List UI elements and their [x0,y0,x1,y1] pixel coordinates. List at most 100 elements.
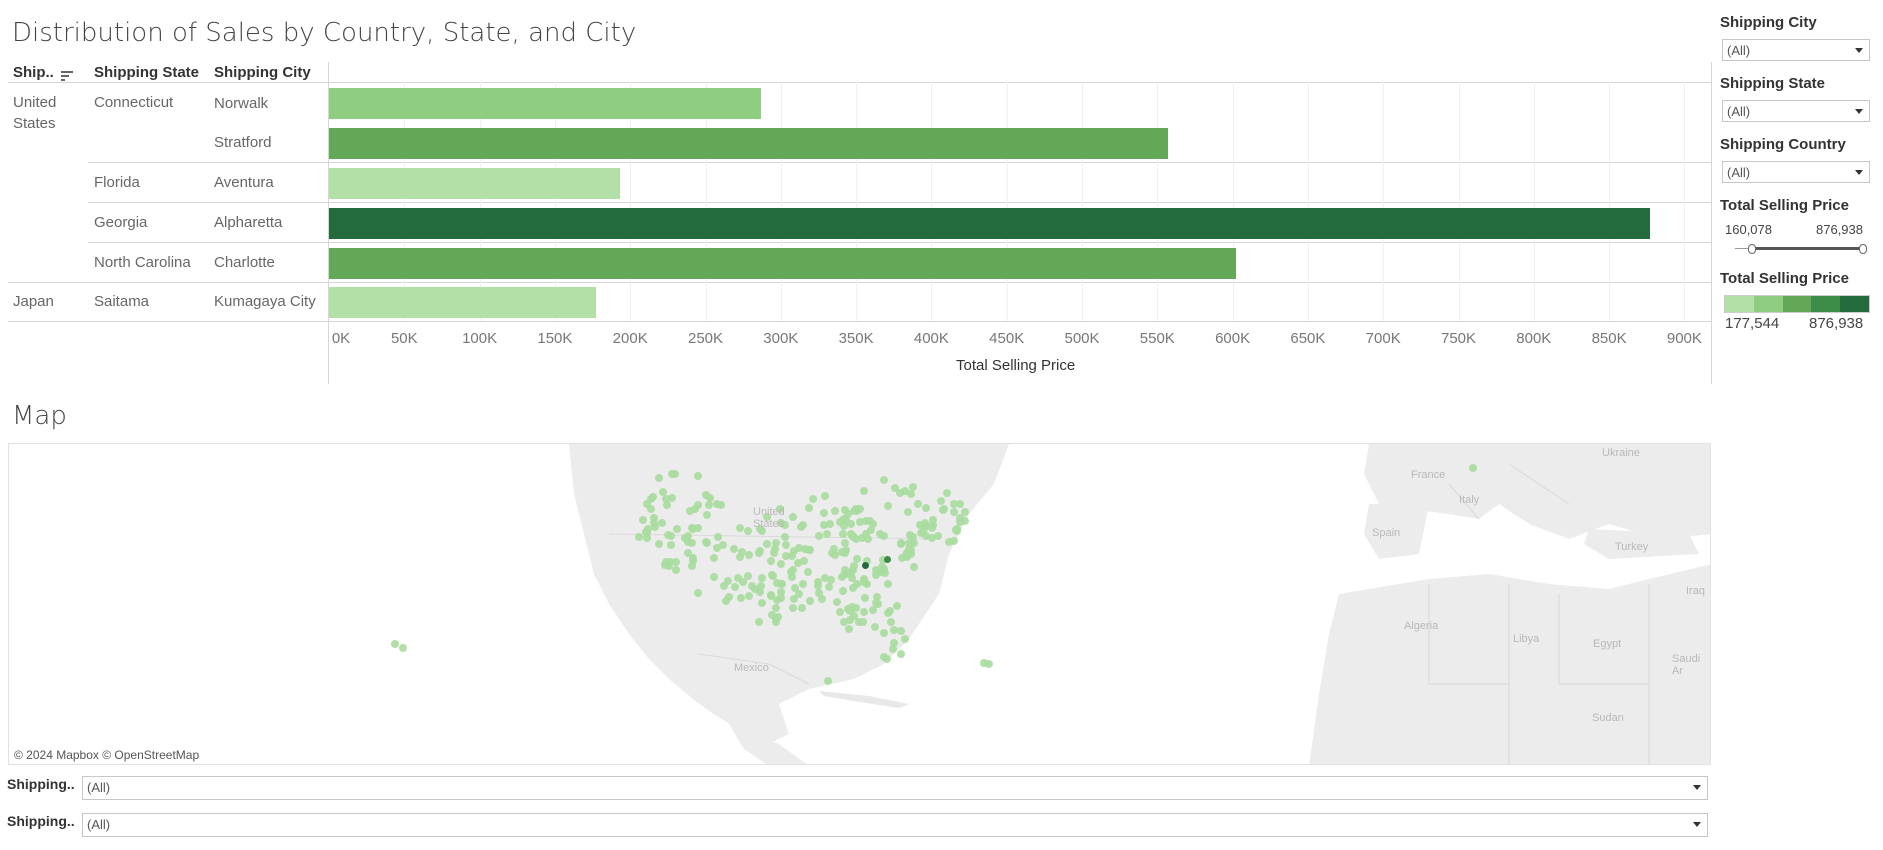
map-point[interactable] [893,602,902,611]
map-point[interactable] [934,531,943,540]
map-point[interactable] [852,580,861,589]
map-point[interactable] [730,545,739,554]
map-point[interactable] [862,529,871,538]
map-point[interactable] [863,556,872,565]
map-point[interactable] [849,611,858,620]
map-point[interactable] [830,544,839,553]
map-point[interactable] [906,490,915,499]
map-point[interactable] [844,625,853,634]
map-point[interactable] [772,538,781,547]
map-point[interactable] [861,517,870,526]
map-point[interactable] [790,595,799,604]
map-point[interactable] [960,508,969,517]
map-point[interactable] [789,565,798,574]
map-point-highlight[interactable] [884,556,891,563]
map-point[interactable] [845,616,854,625]
map-point[interactable] [830,550,839,559]
map-point[interactable] [713,544,722,553]
map-point[interactable] [762,539,771,548]
map-point[interactable] [744,592,753,601]
map-point[interactable] [839,522,848,531]
header-city[interactable]: Shipping City [214,64,311,81]
map-point[interactable] [769,549,778,558]
map-point[interactable] [851,505,860,514]
map-point[interactable] [850,562,859,571]
map-point[interactable] [871,565,880,574]
map-point[interactable] [805,597,814,606]
map-point[interactable] [840,538,849,547]
map-point[interactable] [673,525,681,533]
map-point[interactable] [906,531,915,540]
map-point[interactable] [920,524,929,533]
map-point[interactable] [737,547,746,556]
map-point[interactable] [667,540,676,549]
map-point[interactable] [661,494,670,503]
map-point[interactable] [903,508,912,517]
map-point[interactable] [710,573,719,582]
map-point[interactable] [703,510,712,519]
map-point[interactable] [961,516,970,525]
map-point[interactable] [847,569,856,578]
header-state[interactable]: Shipping State [94,64,199,81]
map-point[interactable] [788,604,797,613]
map-point[interactable] [717,500,726,509]
map-point[interactable] [767,591,776,600]
map-point[interactable] [755,549,764,558]
map-point[interactable] [821,492,830,501]
map-point[interactable] [689,556,698,565]
map-point[interactable] [826,576,835,585]
map-point[interactable] [863,534,872,543]
map-point[interactable] [871,623,880,632]
map-point[interactable] [872,593,881,602]
map-point[interactable] [647,504,655,513]
map-point[interactable] [815,589,824,598]
bar-charlotte[interactable] [329,248,1236,279]
map-point[interactable] [791,583,800,592]
map-point[interactable] [939,505,948,514]
map-point[interactable] [649,514,658,523]
header-country[interactable]: Ship.. [13,64,74,81]
map-point[interactable] [868,605,877,614]
map-point[interactable] [643,533,652,542]
map-point[interactable] [668,469,677,478]
chevron-down-icon[interactable] [1855,48,1863,53]
map-point[interactable] [847,603,856,612]
map-point[interactable] [725,593,734,602]
map-point[interactable] [798,603,807,612]
slider-max-handle[interactable] [1859,244,1867,254]
map-point[interactable] [890,484,899,493]
map-point[interactable] [737,593,746,602]
chevron-down-icon[interactable] [1855,109,1863,114]
map-point[interactable] [777,587,786,596]
map-point[interactable] [781,541,790,550]
map-point[interactable] [922,531,931,540]
map-point[interactable] [767,570,776,579]
map-point[interactable] [887,618,896,627]
map-point[interactable] [835,608,844,617]
map-point[interactable] [846,607,855,616]
map-point[interactable] [879,556,888,565]
map-point[interactable] [719,581,728,590]
map-point[interactable] [773,578,782,587]
map-point[interactable] [681,533,690,542]
map-point[interactable] [763,513,772,522]
map-point[interactable] [840,505,849,514]
map-point[interactable] [787,573,796,582]
map-point[interactable] [814,532,823,541]
map-point[interactable] [399,644,407,652]
map-point[interactable] [910,563,919,572]
map-point[interactable] [809,494,818,503]
map-point[interactable] [956,500,965,509]
map-point[interactable] [735,524,744,533]
map-point[interactable] [755,588,764,597]
map-point[interactable] [705,500,714,509]
filter-country-select[interactable]: (All) [1722,161,1870,183]
map-point[interactable] [747,582,756,591]
map-point[interactable] [868,519,877,528]
price-range-slider[interactable] [1735,244,1867,254]
map-point[interactable] [789,546,798,555]
map-point[interactable] [685,507,694,516]
map-point[interactable] [843,510,852,519]
map-point[interactable] [693,589,702,598]
map-point[interactable] [721,597,730,606]
